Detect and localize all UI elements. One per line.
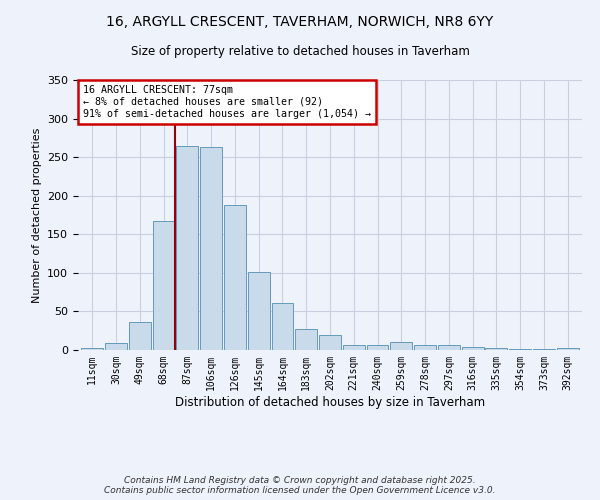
Y-axis label: Number of detached properties: Number of detached properties xyxy=(32,128,41,302)
Text: Size of property relative to detached houses in Taverham: Size of property relative to detached ho… xyxy=(131,45,469,58)
Bar xyxy=(391,342,412,350)
Text: 16, ARGYLL CRESCENT, TAVERHAM, NORWICH, NR8 6YY: 16, ARGYLL CRESCENT, TAVERHAM, NORWICH, … xyxy=(106,15,494,29)
Bar xyxy=(509,349,531,350)
Bar xyxy=(272,303,293,350)
Bar xyxy=(152,221,175,350)
Bar xyxy=(176,146,198,350)
Bar xyxy=(367,346,388,350)
Bar xyxy=(224,205,246,350)
Bar xyxy=(319,334,341,350)
Bar xyxy=(82,348,103,350)
Text: 16 ARGYLL CRESCENT: 77sqm
← 8% of detached houses are smaller (92)
91% of semi-d: 16 ARGYLL CRESCENT: 77sqm ← 8% of detach… xyxy=(83,86,371,118)
Bar xyxy=(105,343,127,350)
Bar xyxy=(462,347,484,350)
X-axis label: Distribution of detached houses by size in Taverham: Distribution of detached houses by size … xyxy=(175,396,485,408)
Bar xyxy=(533,349,555,350)
Bar xyxy=(295,329,317,350)
Bar xyxy=(248,272,269,350)
Bar xyxy=(129,322,151,350)
Text: Contains HM Land Registry data © Crown copyright and database right 2025.
Contai: Contains HM Land Registry data © Crown c… xyxy=(104,476,496,495)
Bar xyxy=(414,344,436,350)
Bar xyxy=(438,346,460,350)
Bar xyxy=(485,348,508,350)
Bar xyxy=(200,147,222,350)
Bar xyxy=(343,346,365,350)
Bar xyxy=(557,348,578,350)
